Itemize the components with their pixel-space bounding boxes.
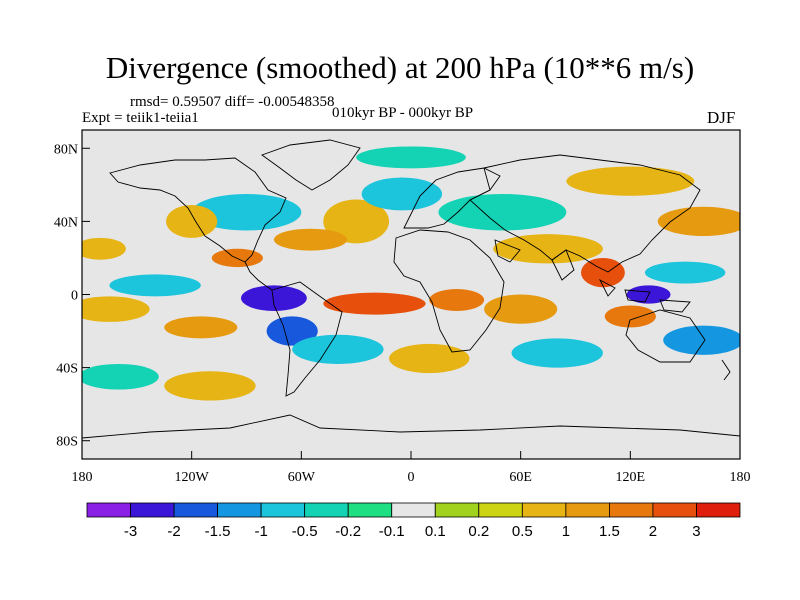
colorbar-swatch-1 (130, 502, 175, 518)
lon-tick-label: 60W (288, 470, 316, 485)
colorbar-swatch-4 (260, 502, 306, 518)
anomaly-blob-26 (211, 248, 263, 268)
divergence-map (82, 130, 740, 459)
anomaly-blob-11 (663, 325, 740, 355)
colorbar-swatch-11 (565, 502, 610, 518)
colorbar: -3 -2 -1.5 -1 -0.5 -0.2 -0.1 0.1 0.2 0.5 1 1.5 2 3 (86, 502, 741, 540)
anomaly-blob-15 (323, 199, 390, 244)
anomaly-blob-12 (604, 305, 656, 328)
anomaly-blob-0 (241, 285, 307, 311)
period-label: 010kyr BP - 000kyr BP (332, 105, 474, 121)
anomaly-blob-3 (82, 296, 150, 322)
colorbar-label-13: 3 (692, 523, 700, 540)
anomaly-blob-16 (361, 177, 443, 211)
anomaly-blob-4 (164, 316, 238, 339)
lat-tick-label: 80S (56, 435, 78, 450)
lat-tick-label: 40S (56, 362, 78, 377)
anomaly-blob-29 (82, 237, 126, 260)
colorbar-label-10: 1 (562, 523, 570, 540)
stats-line: rmsd= 0.59507 diff= -0.00548358 (130, 94, 335, 110)
lon-tick-label: 60E (509, 470, 532, 485)
season-label: DJF (707, 108, 736, 127)
colorbar-swatch-3 (217, 502, 262, 518)
lat-tick-label: 40N (54, 215, 78, 230)
colorbar-label-6: -0.1 (379, 523, 405, 540)
colorbar-label-9: 0.5 (512, 523, 533, 540)
plot-title: Divergence (smoothed) at 200 hPa (10**6 … (105, 50, 695, 85)
lon-tick-label: 0 (408, 470, 415, 485)
anomaly-blob-24 (164, 371, 256, 401)
colorbar-swatch-9 (478, 502, 523, 518)
colorbar-swatch-14 (696, 502, 741, 518)
anomaly-blob-18 (493, 234, 603, 264)
anomaly-blob-23 (82, 363, 159, 390)
anomaly-blob-7 (484, 294, 558, 324)
colorbar-label-1: -2 (167, 523, 180, 540)
colorbar-swatch-12 (609, 502, 654, 518)
colorbar-label-7: 0.1 (425, 523, 446, 540)
lon-tick-label: 180 (72, 470, 93, 485)
experiment-label: Expt = teiik1-teiia1 (82, 110, 199, 126)
colorbar-swatch-7 (391, 502, 436, 518)
colorbar-label-0: -3 (124, 523, 137, 540)
colorbar-swatch-2 (173, 502, 218, 518)
anomaly-blob-14 (166, 204, 218, 238)
anomaly-blob-17 (438, 193, 567, 231)
longitude-ticks: 180 120W 60W 0 60E 120E 180 (72, 451, 751, 485)
colorbar-swatch-13 (652, 502, 697, 518)
anomaly-blob-8 (580, 257, 625, 288)
colorbar-swatch-0 (86, 502, 131, 518)
anomaly-blob-25 (273, 228, 348, 251)
lat-tick-label: 0 (71, 289, 78, 304)
anomaly-blob-19 (657, 206, 740, 237)
coastlines (82, 139, 740, 439)
colorbar-label-2: -1.5 (205, 523, 231, 540)
anomaly-fields (82, 146, 740, 401)
anomaly-blob-6 (429, 289, 485, 311)
anomaly-blob-21 (389, 343, 470, 374)
anomaly-blob-10 (644, 261, 726, 284)
colorbar-swatch-8 (434, 502, 480, 518)
anomaly-blob-22 (511, 338, 603, 368)
colorbar-swatch-5 (304, 502, 349, 518)
anomaly-blob-28 (566, 166, 695, 196)
anomaly-blob-2 (109, 274, 201, 297)
colorbar-label-3: -1 (254, 523, 267, 540)
lat-tick-label: 80N (54, 142, 78, 157)
anomaly-blob-5 (323, 292, 426, 315)
colorbar-label-4: -0.5 (292, 523, 318, 540)
lon-tick-label: 120E (616, 470, 646, 485)
lon-tick-label: 180 (730, 470, 751, 485)
lon-tick-label: 120W (175, 470, 210, 485)
anomaly-blob-27 (356, 146, 466, 169)
colorbar-label-8: 0.2 (468, 523, 489, 540)
colorbar-label-11: 1.5 (599, 523, 620, 540)
colorbar-label-12: 2 (649, 523, 657, 540)
anomaly-blob-1 (266, 316, 318, 346)
colorbar-swatch-10 (521, 502, 567, 518)
colorbar-swatch-6 (347, 502, 393, 518)
anomaly-blob-13 (191, 193, 302, 231)
latitude-ticks: 80N 40N 0 40S 80S (54, 142, 90, 450)
anomaly-blob-20 (292, 334, 384, 364)
colorbar-label-5: -0.2 (335, 523, 361, 540)
